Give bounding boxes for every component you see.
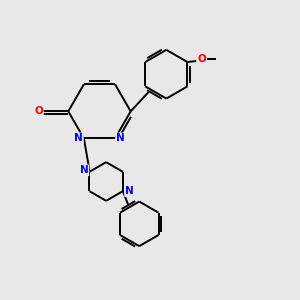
Text: N: N [74, 134, 83, 143]
Text: O: O [197, 54, 206, 64]
Text: N: N [80, 165, 88, 175]
Text: N: N [125, 186, 134, 196]
Text: O: O [34, 106, 43, 116]
Text: N: N [116, 134, 125, 143]
